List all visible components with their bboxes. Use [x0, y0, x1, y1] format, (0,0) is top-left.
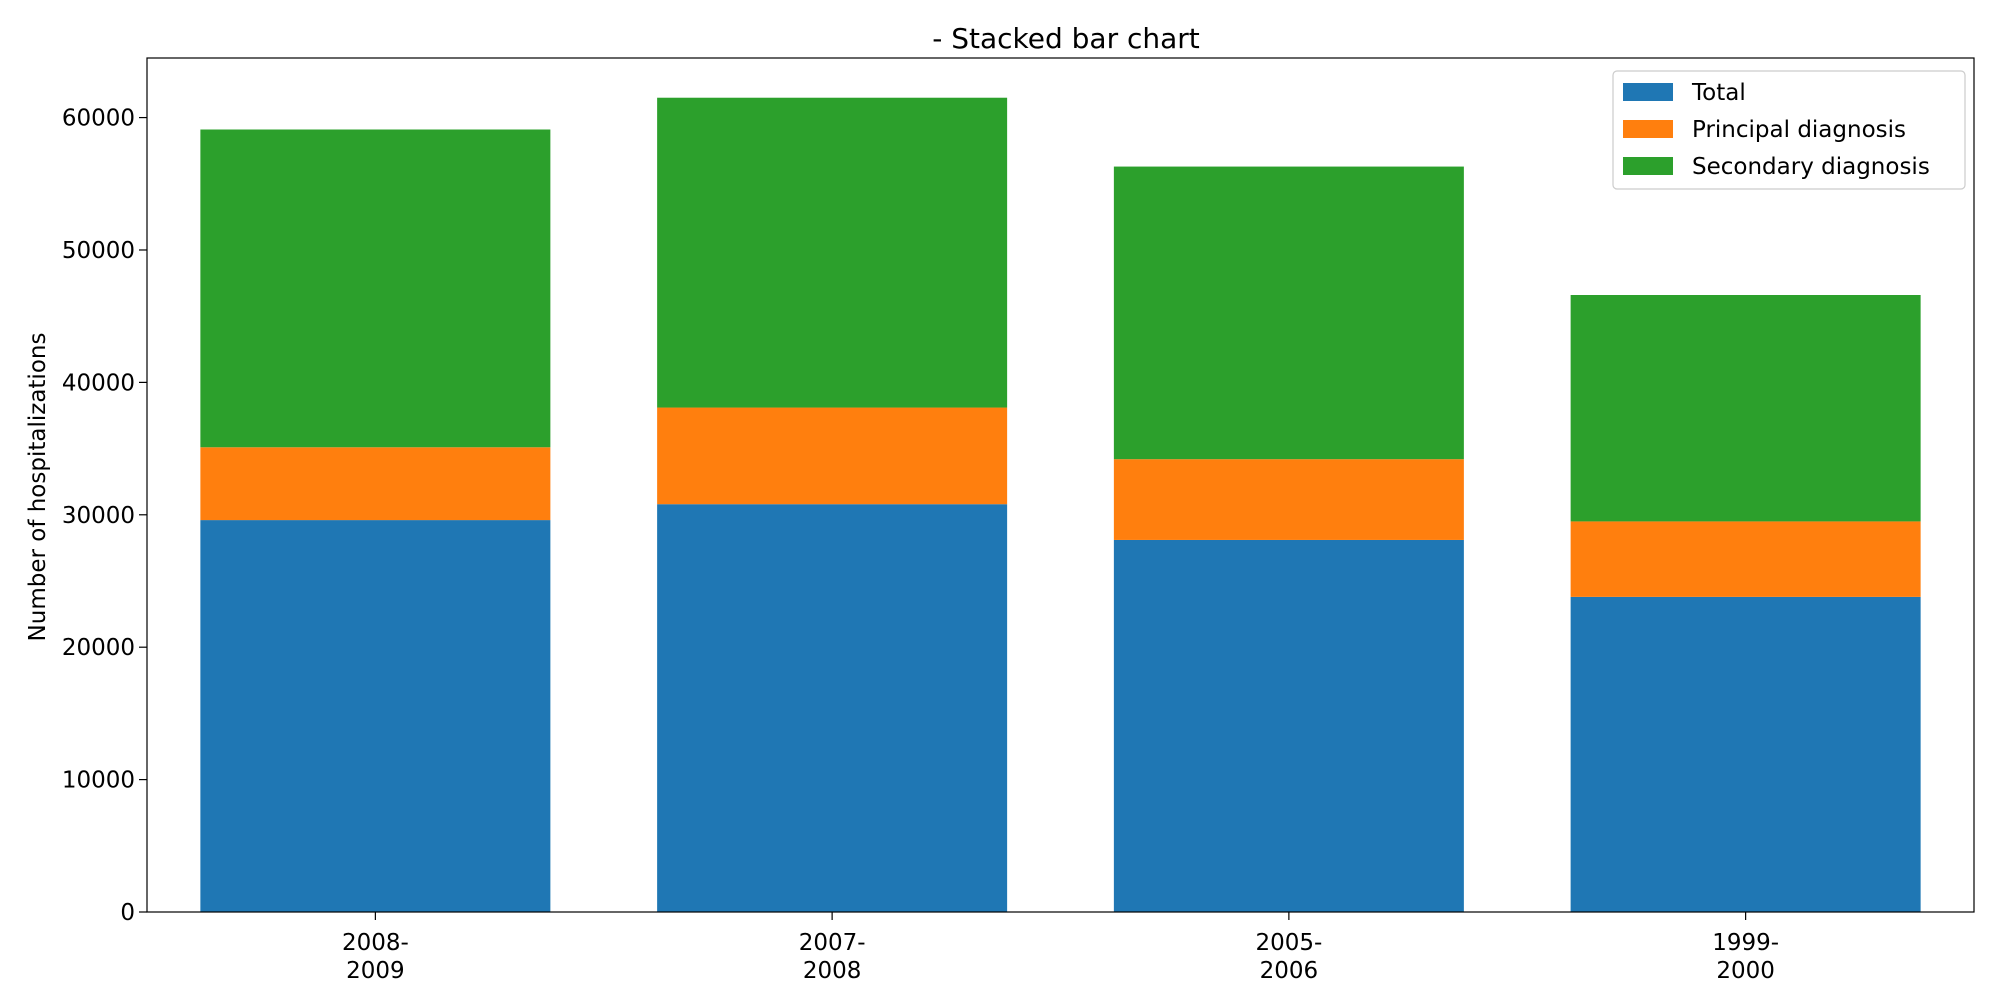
- legend-swatch-total: [1623, 83, 1673, 101]
- bar-segment-secondary-diagnosis-0: [200, 129, 551, 448]
- plot-area-frame: [146, 57, 1975, 913]
- bar-segment-principal-diagnosis-0: [200, 447, 551, 521]
- legend-box: [1612, 70, 1966, 190]
- legend-label-total: Total: [1691, 80, 1746, 106]
- x-tick-label-1: 2007-2008: [799, 930, 866, 984]
- bar-segment-principal-diagnosis-2: [1113, 459, 1464, 540]
- bar-segment-principal-diagnosis-3: [1570, 521, 1921, 597]
- y-tick-label-0: 0: [120, 900, 135, 926]
- x-axis-ticks: 2008-2009 2007-2008 2005-2006 1999-2000: [342, 912, 1779, 984]
- chart-title: - Stacked bar chart: [932, 22, 1200, 55]
- legend-swatch-secondary-diagnosis: [1623, 157, 1673, 175]
- bar-segment-total-3: [1570, 596, 1921, 912]
- y-tick-label-3: 30000: [62, 503, 135, 529]
- x-tick-label-2: 2005-2006: [1255, 930, 1322, 984]
- bars-group: [200, 97, 1921, 912]
- y-tick-label-4: 40000: [62, 370, 135, 396]
- bar-segment-total-0: [200, 520, 551, 912]
- legend-swatch-principal-diagnosis: [1623, 120, 1673, 138]
- y-axis-label: Number of hospitalizations: [25, 333, 51, 642]
- x-tick-label-0: 2008-2009: [342, 930, 409, 984]
- legend: Total Principal diagnosis Secondary diagno…: [1612, 70, 1966, 190]
- bar-segment-secondary-diagnosis-3: [1570, 295, 1921, 522]
- bar-segment-total-1: [657, 504, 1008, 912]
- legend-label-principal-diagnosis: Principal diagnosis: [1692, 117, 1906, 143]
- bar-segment-secondary-diagnosis-1: [657, 97, 1008, 408]
- y-axis-ticks: 0 10000 20000 30000 40000 50000 60000: [62, 106, 147, 926]
- bar-segment-total-2: [1113, 539, 1464, 912]
- legend-label-secondary-diagnosis: Secondary diagnosis: [1692, 154, 1930, 180]
- y-tick-label-6: 60000: [62, 106, 135, 132]
- bar-segment-secondary-diagnosis-2: [1113, 166, 1464, 460]
- y-tick-label-1: 10000: [62, 768, 135, 794]
- y-tick-label-5: 50000: [62, 238, 135, 264]
- x-tick-label-3: 1999-2000: [1712, 930, 1779, 984]
- bar-segment-principal-diagnosis-1: [657, 407, 1008, 505]
- y-tick-label-2: 20000: [62, 635, 135, 661]
